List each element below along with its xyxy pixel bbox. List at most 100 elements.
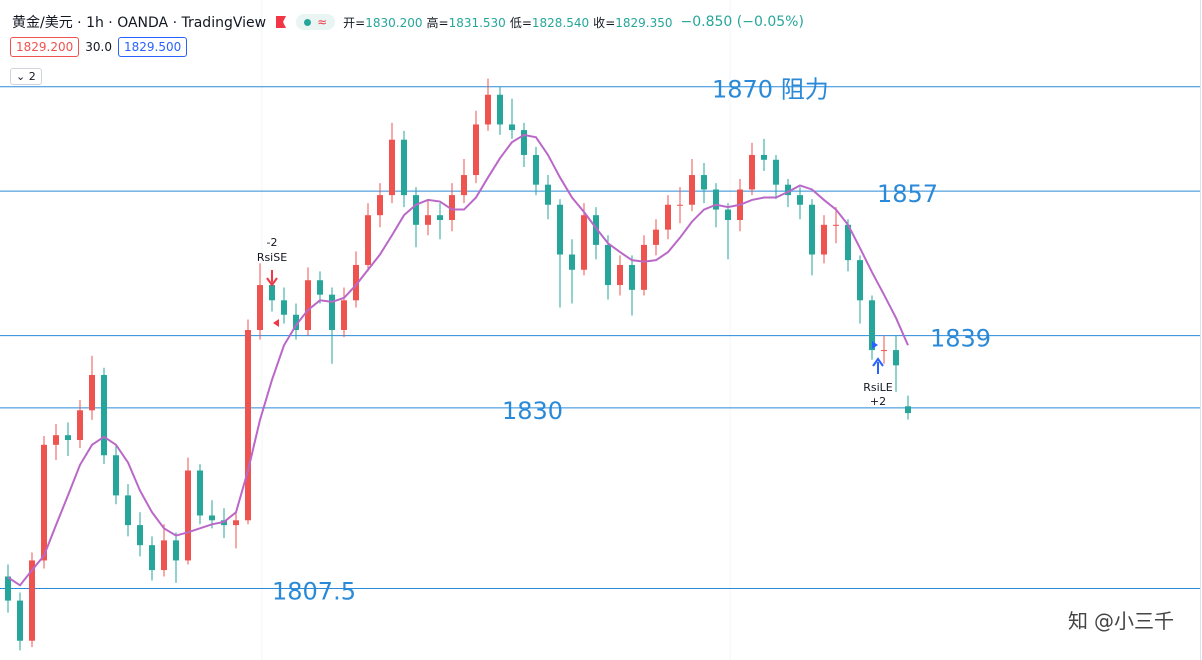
separator: = bbox=[355, 15, 366, 30]
candle-body bbox=[161, 540, 167, 571]
ohlc-label: 高 bbox=[426, 15, 439, 30]
separator: = bbox=[438, 15, 449, 30]
candle-body bbox=[293, 314, 299, 330]
candle-body bbox=[869, 300, 875, 351]
indicator-toggle[interactable]: ⌄ 2 bbox=[10, 68, 42, 85]
level-label: 1870 阻力 bbox=[712, 76, 829, 104]
candle-body bbox=[749, 154, 755, 190]
status-pill[interactable]: ≈ bbox=[296, 14, 336, 30]
candle-body bbox=[401, 139, 407, 196]
candle-body bbox=[89, 374, 95, 411]
candle-body bbox=[245, 330, 251, 521]
ohlc-item: 收=1829.350 bbox=[593, 14, 672, 31]
candle-body bbox=[881, 350, 887, 352]
candle-body bbox=[53, 435, 59, 445]
separator: = bbox=[521, 15, 532, 30]
level-label: 1857 bbox=[877, 180, 938, 208]
candle-body bbox=[521, 130, 527, 155]
candle-body bbox=[509, 124, 515, 131]
candle-body bbox=[761, 154, 767, 160]
candle-body bbox=[353, 264, 359, 301]
ohlc-label: 收 bbox=[593, 15, 606, 30]
candle-body bbox=[857, 260, 863, 301]
ohlc-item: 低=1828.540 bbox=[510, 14, 589, 31]
candle-body bbox=[677, 204, 683, 206]
candle-body bbox=[809, 204, 815, 255]
candle-body bbox=[257, 285, 263, 330]
ohlc-item: 开=1830.200 bbox=[343, 14, 422, 31]
trade-row: 1829.200 30.0 1829.500 bbox=[10, 37, 188, 57]
candle-body bbox=[269, 285, 275, 301]
candle-body bbox=[533, 154, 539, 185]
flag-icon[interactable] bbox=[274, 15, 288, 29]
candle-body bbox=[473, 124, 479, 176]
ohlc-value: 1828.540 bbox=[531, 15, 590, 30]
ohlc-label: 开 bbox=[343, 15, 356, 30]
signal-name: RsiSE bbox=[257, 251, 287, 264]
candle-body bbox=[485, 94, 491, 125]
bid-price[interactable]: 1829.200 bbox=[10, 37, 80, 57]
level-label: 1807.5 bbox=[272, 578, 356, 606]
candle-body bbox=[701, 175, 707, 190]
signal-name: RsiLE bbox=[863, 381, 893, 394]
symbol-title: 黄金/美元 · 1h · OANDA · TradingView bbox=[12, 15, 267, 31]
candle-body bbox=[593, 215, 599, 245]
candle-body bbox=[605, 244, 611, 286]
candle-body bbox=[905, 406, 911, 414]
ohlc-value: 1830.200 bbox=[365, 15, 423, 30]
signal-qty: +2 bbox=[870, 395, 886, 408]
candle-body bbox=[17, 600, 23, 641]
candle-body bbox=[617, 264, 623, 286]
candle-body bbox=[317, 280, 323, 295]
indicator-count: 2 bbox=[28, 70, 36, 83]
candle-body bbox=[137, 525, 143, 546]
candle-body bbox=[545, 184, 551, 205]
candle-body bbox=[341, 300, 347, 330]
candle-body bbox=[797, 195, 803, 205]
candle-body bbox=[233, 520, 239, 526]
signal-qty: -2 bbox=[267, 236, 278, 249]
candle-body bbox=[425, 215, 431, 225]
candle-body bbox=[77, 410, 83, 440]
candle-body bbox=[29, 560, 35, 641]
candle-body bbox=[821, 224, 827, 255]
candle-body bbox=[569, 254, 575, 270]
candle-body bbox=[365, 215, 371, 265]
candle-body bbox=[377, 195, 383, 216]
candle-body bbox=[497, 94, 503, 125]
candle-body bbox=[281, 300, 287, 315]
signal-arrow bbox=[872, 357, 884, 374]
candle-body bbox=[41, 444, 47, 561]
candle-body bbox=[389, 139, 395, 196]
spread: 30.0 bbox=[85, 40, 112, 54]
candle-body bbox=[413, 195, 419, 225]
candle-body bbox=[725, 209, 731, 220]
candle-body bbox=[653, 229, 659, 245]
candle-body bbox=[461, 175, 467, 196]
candle-body bbox=[305, 280, 311, 330]
header: 黄金/美元 · 1h · OANDA · TradingView ≈ 开=183… bbox=[12, 12, 804, 32]
candle-body bbox=[893, 350, 899, 366]
candle-body bbox=[149, 545, 155, 571]
candle-body bbox=[197, 470, 203, 516]
candle-body bbox=[641, 244, 647, 290]
ohlc-value: 1831.530 bbox=[448, 15, 506, 30]
price-change: −0.850 (−0.05%) bbox=[680, 14, 804, 30]
candle-body bbox=[209, 515, 215, 521]
candle-body bbox=[449, 195, 455, 220]
level-label: 1839 bbox=[930, 325, 991, 353]
candle-body bbox=[689, 175, 695, 205]
ask-price[interactable]: 1829.500 bbox=[117, 37, 188, 57]
signal-arrow bbox=[266, 270, 278, 287]
candle-body bbox=[773, 159, 779, 185]
candle-body bbox=[101, 374, 107, 456]
watermark-icon: 知 bbox=[1068, 609, 1088, 633]
watermark: @小三千 bbox=[1094, 609, 1174, 633]
candle-body bbox=[5, 576, 11, 601]
ohlc-values: 开=1830.200 高=1831.530 低=1828.540 收=1829.350 bbox=[343, 14, 672, 31]
ohlc-label: 低 bbox=[509, 15, 522, 30]
ohlc-value: 1829.350 bbox=[615, 15, 673, 30]
candle-body bbox=[437, 215, 443, 220]
